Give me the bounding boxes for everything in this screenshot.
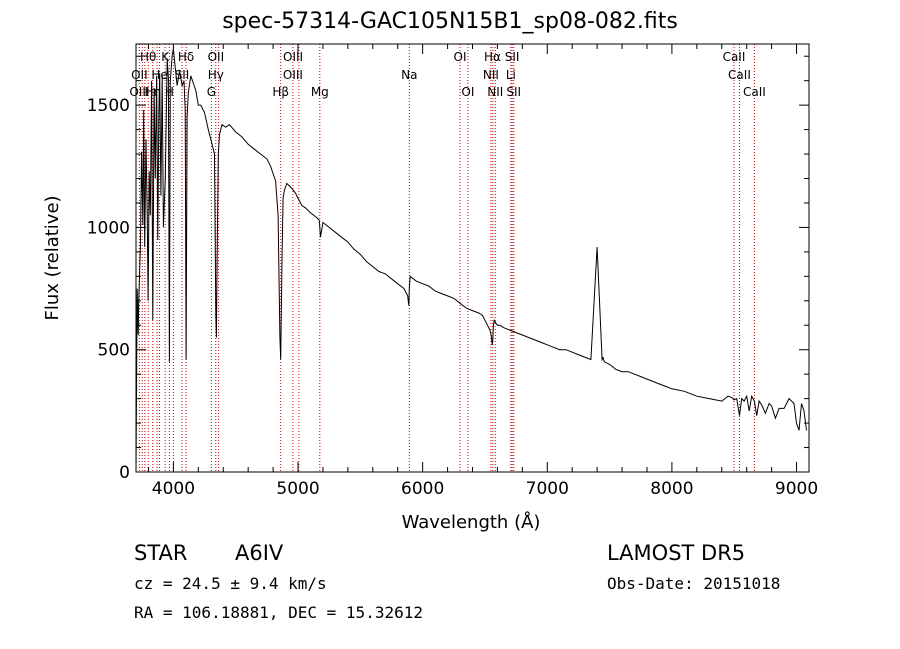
line-label: Hγ xyxy=(208,68,224,82)
axes: 4000 5000 6000 7000 8000 9000 0 500 1000 1500 xyxy=(87,44,818,499)
line-label: Hα xyxy=(484,50,501,64)
x-tick-label: 7000 xyxy=(526,479,569,499)
line-label: NII xyxy=(487,85,503,99)
x-tick-label: 5000 xyxy=(276,479,319,499)
series-group xyxy=(135,48,807,473)
line-label: OI xyxy=(461,85,474,99)
line-label: CaII xyxy=(723,50,746,64)
line-label: OIII xyxy=(283,68,303,82)
line-label: OIII xyxy=(129,85,149,99)
x-tick-label: 8000 xyxy=(650,479,693,499)
line-label: SII xyxy=(505,50,520,64)
line-label: Hθ xyxy=(140,50,156,64)
y-axis-label: Flux (relative) xyxy=(42,195,63,320)
line-label: Li xyxy=(506,68,516,82)
line-label: G xyxy=(207,85,216,99)
coordinates: RA = 106.18881, DEC = 15.32612 xyxy=(134,603,423,622)
line-label: OI xyxy=(454,50,467,64)
line-label: OII xyxy=(131,68,148,82)
survey-name: LAMOST DR5 xyxy=(607,541,746,565)
x-tick-label: 6000 xyxy=(401,479,444,499)
line-label: Na xyxy=(401,68,417,82)
redshift-value: cz = 24.5 ± 9.4 km/s xyxy=(134,574,327,593)
line-label: SII xyxy=(506,85,521,99)
spectral-subclass: A6IV xyxy=(235,541,284,565)
object-type: STAR xyxy=(134,541,188,565)
line-marks xyxy=(138,44,755,472)
plot-frame xyxy=(135,43,810,473)
line-label: H xyxy=(165,85,174,99)
line-label: NII xyxy=(483,68,499,82)
spectrum-line xyxy=(135,48,807,473)
x-tick-label: 4000 xyxy=(152,479,195,499)
y-tick-label: 500 xyxy=(98,341,130,361)
line-label: Hδ xyxy=(178,50,194,64)
chart-title: spec-57314-GAC105N15B1_sp08-082.fits xyxy=(222,9,678,34)
line-label: Hβ xyxy=(272,85,289,99)
x-tick-label: 9000 xyxy=(775,479,818,499)
line-label: Hη xyxy=(145,85,162,99)
line-label: K xyxy=(161,50,170,64)
line-label: Mg xyxy=(311,85,329,99)
y-tick-label: 1500 xyxy=(87,96,130,116)
line-label: OIII xyxy=(283,50,303,64)
observation-date: Obs-Date: 20151018 xyxy=(607,574,781,593)
line-label: CaII xyxy=(743,85,766,99)
y-tick-label: 0 xyxy=(119,463,130,483)
x-axis-label: Wavelength (Å) xyxy=(402,511,541,533)
line-label: OII xyxy=(208,50,225,64)
line-label: CaII xyxy=(728,68,751,82)
y-tick-label: 1000 xyxy=(87,218,130,238)
